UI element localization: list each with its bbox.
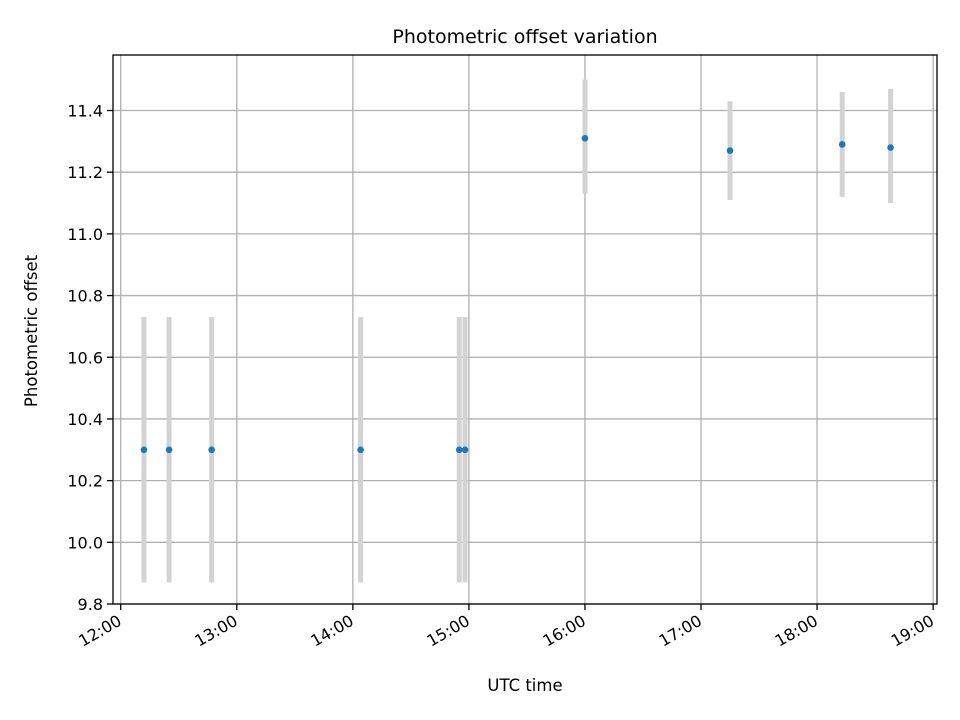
y-tick-label: 11.4 [67,102,103,121]
x-axis-label: UTC time [487,676,562,695]
data-point [581,134,589,142]
x-tick-label: 16:00 [540,611,589,651]
y-tick-label: 11.0 [67,225,103,244]
data-point [838,141,846,148]
data-point [887,144,894,151]
data-point [357,446,364,454]
y-tick-label: 10.8 [67,287,103,306]
y-tick-label: 10.0 [67,533,103,552]
data-point [726,147,734,154]
x-tick-label: 15:00 [423,611,472,651]
data-points [140,134,894,454]
data-point [461,446,469,454]
error-bars [141,79,894,583]
data-point [455,446,463,454]
y-axis-ticks: 9.8 10.0 10.2 10.4 10.6 10.8 11.0 11.2 11.4 [67,102,113,614]
x-tick-label: 14:00 [307,611,356,651]
x-axis-ticks: 12:00 13:00 14:00 15:00 16:00 17:00 18:00 19:00 [75,604,937,651]
data-point [208,446,215,454]
data-point [165,446,173,454]
y-tick-label: 11.2 [67,163,103,182]
x-tick-label: 18:00 [772,611,821,651]
y-tick-label: 10.6 [67,348,103,367]
y-axis-label: Photometric offset [22,254,41,407]
y-tick-label: 10.2 [67,472,103,491]
axes-frame [112,54,938,605]
x-tick-label: 12:00 [75,611,124,651]
y-tick-label: 10.4 [67,410,103,429]
y-tick-label: 9.8 [78,595,103,614]
grid [113,55,937,605]
data-point [140,446,148,454]
x-tick-label: 17:00 [656,611,705,651]
x-tick-label: 13:00 [191,611,240,651]
x-tick-label: 19:00 [888,611,937,651]
chart-title: Photometric offset variation [392,26,657,48]
